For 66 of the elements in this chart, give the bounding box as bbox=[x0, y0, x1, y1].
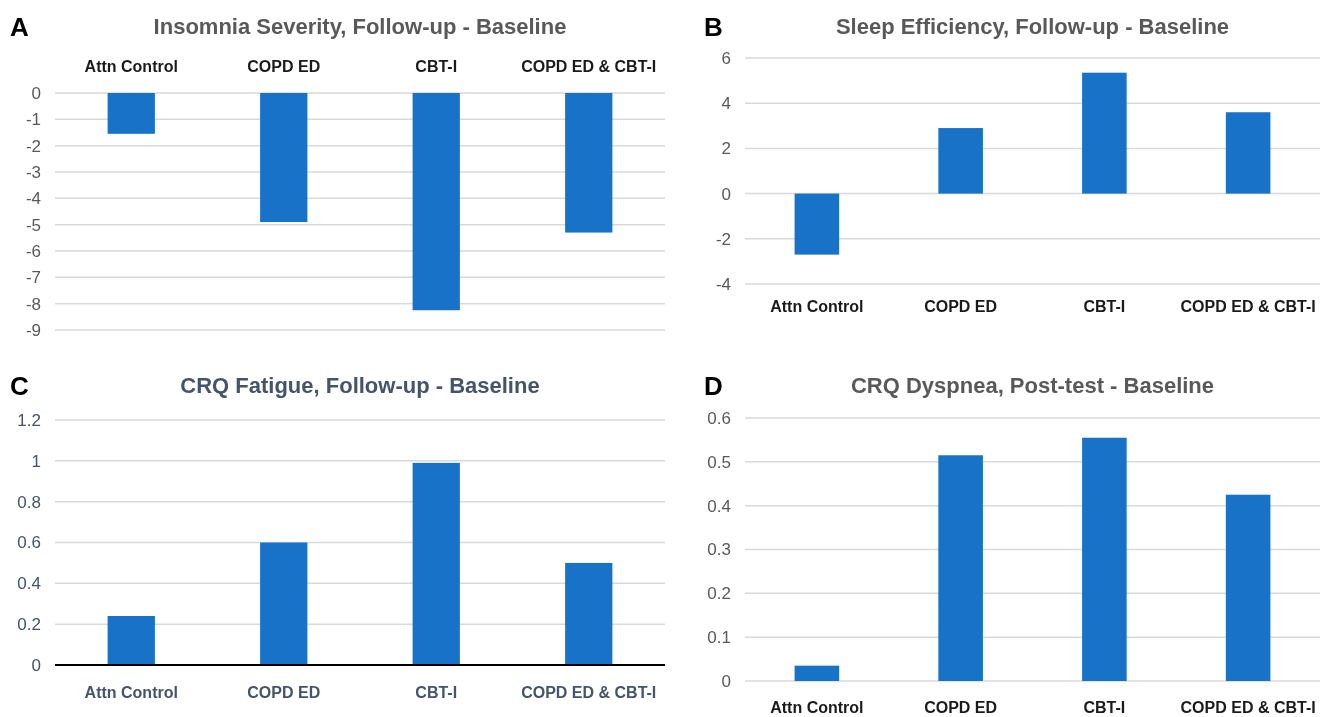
x-tick-label: COPD ED & CBT-I bbox=[1180, 699, 1316, 716]
y-tick-label: 1 bbox=[31, 451, 41, 471]
bar bbox=[260, 542, 308, 665]
chart-title: Sleep Efficiency, Follow-up - Baseline bbox=[835, 14, 1230, 39]
text: D bbox=[704, 371, 723, 401]
x-tick-label: COPD ED bbox=[247, 58, 321, 75]
y-tick-label: 0.6 bbox=[707, 408, 731, 428]
y-tick-label: 0.8 bbox=[17, 492, 41, 512]
y-tick-label: 0.4 bbox=[707, 496, 731, 516]
bar bbox=[1225, 112, 1271, 194]
y-tick-label: 0.6 bbox=[17, 533, 41, 553]
x-tick-label: CBT-I bbox=[1083, 699, 1126, 716]
x-tick-label: Attn Control bbox=[770, 699, 864, 716]
y-tick-label: 6 bbox=[721, 48, 731, 68]
y-tick-label: 4 bbox=[721, 94, 731, 114]
y-tick-label: -9 bbox=[25, 320, 41, 340]
y-tick-label: 0 bbox=[31, 83, 41, 103]
y-tick-label: -4 bbox=[715, 274, 731, 294]
chart-title: CRQ Dyspnea, Post-test - Baseline bbox=[850, 373, 1215, 398]
y-tick-label: 0.3 bbox=[707, 540, 731, 560]
x-tick-label: Attn Control bbox=[84, 684, 178, 701]
y-tick-label: 0.2 bbox=[17, 615, 41, 635]
bar bbox=[1082, 437, 1127, 681]
y-tick-label: -2 bbox=[25, 136, 41, 156]
y-tick-label: -5 bbox=[25, 215, 41, 235]
bar bbox=[1225, 494, 1271, 681]
bar bbox=[107, 616, 155, 665]
y-tick-label: -7 bbox=[25, 268, 41, 288]
x-tick-label: COPD ED & CBT-I bbox=[1180, 298, 1316, 315]
y-tick-label: 0 bbox=[721, 184, 731, 204]
y-tick-label: -4 bbox=[25, 189, 41, 209]
y-tick-label: 0.5 bbox=[707, 452, 731, 472]
y-tick-label: 0 bbox=[31, 655, 41, 675]
y-tick-label: 0.4 bbox=[17, 574, 41, 594]
x-tick-label: COPD ED & CBT-I bbox=[521, 58, 657, 75]
x-tick-label: COPD ED bbox=[924, 699, 998, 716]
text: B bbox=[704, 12, 723, 42]
x-tick-label: COPD ED bbox=[247, 684, 321, 701]
chart-title: Insomnia Severity, Follow-up - Baseline bbox=[153, 14, 567, 39]
bar bbox=[938, 128, 983, 194]
y-tick-label: -3 bbox=[25, 162, 41, 182]
y-tick-label: -2 bbox=[715, 229, 731, 249]
chart-title: CRQ Fatigue, Follow-up - Baseline bbox=[180, 373, 540, 398]
x-tick-label: CBT-I bbox=[1083, 298, 1126, 315]
x-tick-label: Attn Control bbox=[84, 58, 178, 75]
x-tick-label: COPD ED & CBT-I bbox=[521, 684, 657, 701]
y-tick-label: 2 bbox=[721, 139, 731, 159]
y-tick-label: -8 bbox=[25, 294, 41, 314]
bar bbox=[1082, 72, 1127, 194]
bar bbox=[412, 462, 460, 665]
text: C bbox=[10, 371, 29, 401]
y-tick-label: 0 bbox=[721, 671, 731, 691]
bar bbox=[794, 665, 840, 681]
bar bbox=[938, 455, 983, 681]
bar bbox=[565, 562, 613, 665]
y-tick-label: 0.1 bbox=[707, 628, 731, 648]
x-tick-label: COPD ED bbox=[924, 298, 998, 315]
x-tick-label: Attn Control bbox=[770, 298, 864, 315]
x-tick-label: CBT-I bbox=[415, 58, 458, 75]
x-tick-label: CBT-I bbox=[415, 684, 458, 701]
y-tick-label: 0.2 bbox=[707, 584, 731, 604]
y-tick-label: -1 bbox=[25, 110, 41, 130]
bar bbox=[794, 193, 840, 255]
text: A bbox=[10, 12, 29, 42]
y-tick-label: -6 bbox=[25, 241, 41, 261]
y-tick-label: 1.2 bbox=[17, 410, 41, 430]
